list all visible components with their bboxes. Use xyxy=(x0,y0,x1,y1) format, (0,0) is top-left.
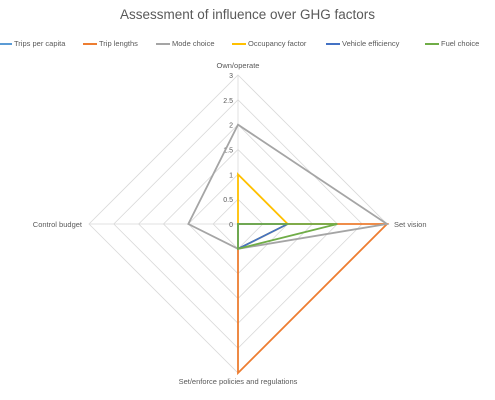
legend-label: Trips per capita xyxy=(14,39,66,48)
axis-label: Set/enforce policies and regulations xyxy=(179,377,298,386)
legend-swatch xyxy=(326,43,340,46)
legend-label: Vehicle efficiency xyxy=(342,39,400,48)
tick-label: 2 xyxy=(229,123,233,130)
legend-swatch xyxy=(83,43,97,46)
legend-swatch xyxy=(0,43,12,46)
legend-label: Fuel choice xyxy=(441,39,480,48)
legend-swatch xyxy=(156,43,170,46)
legend-item: Fuel choice xyxy=(425,39,479,49)
axis-label: Own/operate xyxy=(217,61,260,70)
legend: Trips per capita Trip lengths Mode choice O… xyxy=(0,39,495,53)
series-line-trip-lengths xyxy=(237,223,390,376)
radial-tick-labels: 0 0.5 1 1.5 2 2.5 3 xyxy=(223,73,233,229)
tick-label: 0.5 xyxy=(223,197,233,204)
tick-label: 0 xyxy=(229,222,233,229)
legend-item: Vehicle efficiency xyxy=(326,39,399,49)
legend-swatch xyxy=(232,43,246,46)
legend-item: Trip lengths xyxy=(83,39,138,49)
axis-label: Control budget xyxy=(33,220,83,229)
legend-item: Trips per capita xyxy=(0,39,65,49)
legend-swatch xyxy=(425,43,439,46)
series-line-mode-choice xyxy=(187,123,390,250)
legend-label: Mode choice xyxy=(172,39,215,48)
tick-label: 1.5 xyxy=(223,148,233,155)
tick-label: 2.5 xyxy=(223,98,233,105)
tick-label: 3 xyxy=(229,73,233,80)
series-line-fuel-choice xyxy=(237,223,338,250)
legend-label: Occupancy factor xyxy=(248,39,307,48)
chart-title: Assessment of influence over GHG factors xyxy=(119,7,376,22)
axis-labels: Own/operate Set vision Set/enforce policie… xyxy=(33,61,427,386)
series-lines xyxy=(187,123,390,376)
legend-label: Trip lengths xyxy=(99,39,138,48)
legend-item: Occupancy factor xyxy=(232,39,306,49)
axis-label: Set vision xyxy=(394,220,427,229)
tick-label: 1 xyxy=(229,172,233,179)
legend-item: Mode choice xyxy=(156,39,215,49)
